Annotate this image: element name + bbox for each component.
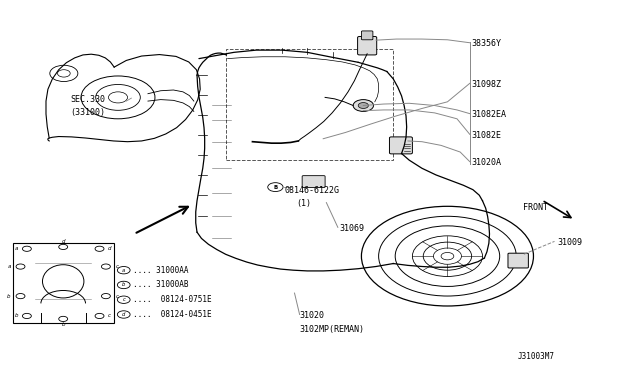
Text: .... 31000AA: .... 31000AA [133,266,189,275]
Text: ....  08124-0451E: .... 08124-0451E [133,310,212,319]
FancyBboxPatch shape [390,137,412,154]
Text: 31020A: 31020A [472,157,502,167]
Text: 31009: 31009 [557,238,582,247]
Text: 31082E: 31082E [472,131,502,140]
Text: 3102MP(REMAN): 3102MP(REMAN) [300,325,365,334]
Text: 31020: 31020 [300,311,324,320]
Text: c: c [116,264,119,269]
Circle shape [16,264,25,269]
Bar [13,243,113,323]
Text: b: b [61,321,65,327]
Text: b: b [7,294,11,299]
Text: ....  08124-0751E: .... 08124-0751E [133,295,212,304]
Text: a: a [122,268,125,273]
Circle shape [358,103,369,109]
Text: J31003M7: J31003M7 [518,352,554,361]
Circle shape [117,266,130,274]
Text: a: a [7,264,11,269]
Circle shape [101,264,110,269]
Text: 08146-6122G: 08146-6122G [285,186,340,195]
Text: a: a [15,246,19,251]
Text: 31082EA: 31082EA [472,110,507,119]
Circle shape [22,246,31,251]
Text: SEC.330: SEC.330 [70,95,105,104]
Bar [226,49,393,160]
FancyBboxPatch shape [302,176,325,187]
Circle shape [95,246,104,251]
Text: b: b [122,282,125,288]
Circle shape [59,316,68,321]
Circle shape [117,281,130,289]
Text: FRONT: FRONT [523,203,548,212]
FancyBboxPatch shape [358,36,377,55]
Circle shape [59,244,68,250]
Text: B: B [273,185,278,190]
Text: 31098Z: 31098Z [472,80,502,89]
FancyBboxPatch shape [508,253,529,268]
Text: .... 31000AB: .... 31000AB [133,280,189,289]
Text: d: d [108,246,111,251]
Text: d: d [122,312,125,317]
Circle shape [22,313,31,318]
Text: d: d [61,239,65,244]
FancyBboxPatch shape [362,31,373,40]
Text: b: b [15,314,19,318]
Text: (33100): (33100) [70,108,105,117]
Text: c: c [116,294,119,299]
Text: 31069: 31069 [339,224,364,233]
Circle shape [117,311,130,318]
Circle shape [95,313,104,318]
Circle shape [268,183,283,192]
Circle shape [353,100,374,112]
Circle shape [16,294,25,299]
Text: (1): (1) [296,199,311,208]
Text: 38356Y: 38356Y [472,39,502,48]
Text: c: c [122,297,125,302]
Circle shape [101,294,110,299]
Circle shape [117,296,130,304]
Text: c: c [108,314,111,318]
